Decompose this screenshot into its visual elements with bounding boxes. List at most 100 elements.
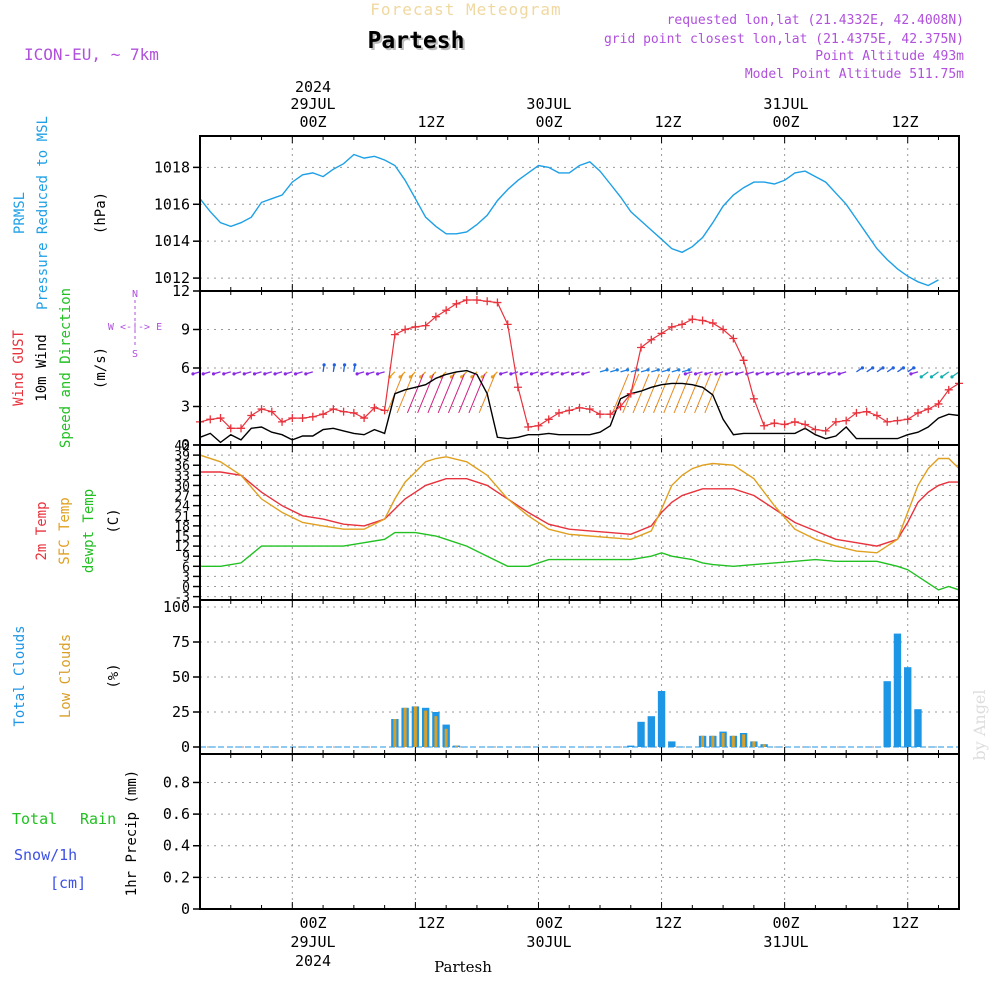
y-tick-label: 9 (181, 321, 190, 339)
gust-point (678, 320, 687, 329)
marks-layer (196, 153, 963, 910)
label-2m-temp: 2m Temp (34, 501, 50, 560)
wind-direction-arrowhead (817, 372, 821, 376)
y-tick-label: 1016 (154, 195, 190, 213)
low-clouds-bar (701, 735, 705, 747)
label-precip-mm: 1hr Precip (mm) (124, 770, 140, 896)
gust-point (616, 402, 625, 411)
wind-direction-arrowhead (322, 363, 326, 367)
gust-point (483, 297, 492, 306)
wind-hatch-line (704, 373, 722, 414)
model-label: ICON-EU, ~ 7km (24, 45, 159, 64)
wind-direction-arrowhead (550, 372, 554, 376)
top-title: Forecast Meteogram (370, 0, 561, 19)
wind-direction-arrowhead (560, 372, 564, 376)
gust-point (401, 325, 410, 334)
panel-frame (199, 135, 960, 292)
bottom-year: 2024 (295, 952, 331, 970)
series-line-sfc-temp (200, 454, 959, 554)
gust-point (719, 325, 728, 334)
gust-point (657, 329, 666, 338)
panel-frame (199, 753, 960, 910)
wind-direction-arrowhead (615, 368, 619, 372)
wind-direction-arrowhead (901, 366, 906, 370)
compass-we: W <-|-> E (108, 322, 162, 333)
low-clouds-bar (444, 728, 448, 747)
wind-direction-arrowhead (909, 372, 913, 376)
gust-point (298, 414, 307, 423)
wind-direction-arrowhead (499, 372, 503, 376)
wind-direction-arrowhead (837, 372, 841, 376)
label-dewpt-temp: dewpt Temp (81, 489, 97, 573)
bottom-date-1: 29JUL (290, 933, 335, 951)
gust-point (637, 343, 646, 352)
bottom-hour-2: 12Z (417, 914, 444, 932)
wind-hatch-line (437, 373, 455, 414)
wind-direction-arrowhead (519, 372, 523, 376)
total-clouds-bar (904, 667, 912, 747)
total-clouds-bar (668, 741, 676, 747)
y-tick-label: 27 (174, 490, 190, 505)
wind-direction-arrowhead (677, 368, 681, 372)
gust-point (360, 414, 369, 423)
wind-direction-arrowhead (342, 363, 347, 367)
gust-point (944, 385, 953, 394)
low-clouds-bar (424, 710, 428, 747)
total-clouds-bar (627, 745, 635, 747)
y-tick-label: 1014 (154, 232, 190, 250)
wind-hatch-line (653, 373, 671, 414)
label-total: Total (12, 810, 57, 828)
label-prmsl: PRMSL (12, 192, 28, 234)
wind-direction-arrowhead (765, 372, 769, 376)
top-hour-4: 12Z (654, 113, 681, 131)
wind-hatch-layer (386, 373, 722, 414)
wind-direction-arrowhead (509, 372, 513, 376)
pressure-panel-labels: PRMSL Pressure Reduced to MSL (hPa) (12, 116, 109, 310)
label-10m-wind: 10m Wind (34, 334, 50, 401)
gust-point (278, 417, 287, 426)
gust-point (493, 298, 502, 307)
label-hpa: (hPa) (93, 192, 109, 234)
y-tick-label: 39 (174, 449, 190, 464)
wind-hatch-line (632, 373, 650, 414)
wind-direction-arrowhead (714, 372, 718, 376)
wind-direction-arrowhead (355, 372, 359, 376)
series-line-2m-temp (200, 471, 959, 547)
gust-point (872, 411, 881, 420)
wind-hatch-line (663, 373, 681, 414)
wind-direction-arrowhead (376, 372, 380, 376)
top-date-3: 31JUL (763, 95, 808, 113)
gust-point (288, 414, 297, 423)
gust-point (760, 421, 769, 430)
gust-point (708, 319, 717, 328)
y-tick-label: 25 (172, 703, 190, 721)
top-hour-5: 00Z (772, 113, 799, 131)
y-tick-label: 0 (182, 581, 190, 596)
series-line-10m-wind (199, 369, 960, 444)
gust-point (667, 322, 676, 331)
gust-point (811, 425, 820, 434)
wind-direction-arrowhead (871, 366, 875, 370)
wind-direction-arrowhead (919, 375, 923, 379)
wind-direction-arrowhead (332, 363, 336, 367)
gust-point (698, 316, 707, 325)
wind-direction-arrowhead (881, 366, 885, 370)
wind-direction-arrowhead (724, 372, 728, 376)
wind-hatch-line (396, 373, 414, 414)
gust-point (913, 408, 922, 417)
top-hour-6: 12Z (891, 113, 918, 131)
wind-hatch-line (417, 373, 435, 414)
gust-point (472, 295, 481, 304)
low-clouds-bar (721, 733, 725, 747)
clouds-panel-labels: Total Clouds Low Clouds (%) (12, 625, 122, 726)
grid-layer (200, 136, 959, 910)
wind-hatch-line (612, 373, 629, 414)
precip-panel-labels: Total Rain Snow/1h [cm] 1hr Precip (mm) (12, 770, 140, 896)
gust-point (852, 408, 861, 417)
bottom-hour-6: 12Z (891, 914, 918, 932)
y-tick-label: 15 (174, 530, 190, 545)
bottom-hour-4: 12Z (654, 914, 681, 932)
wind-direction-arrowhead (365, 372, 369, 376)
gust-point (267, 407, 276, 416)
gust-point (308, 412, 317, 421)
